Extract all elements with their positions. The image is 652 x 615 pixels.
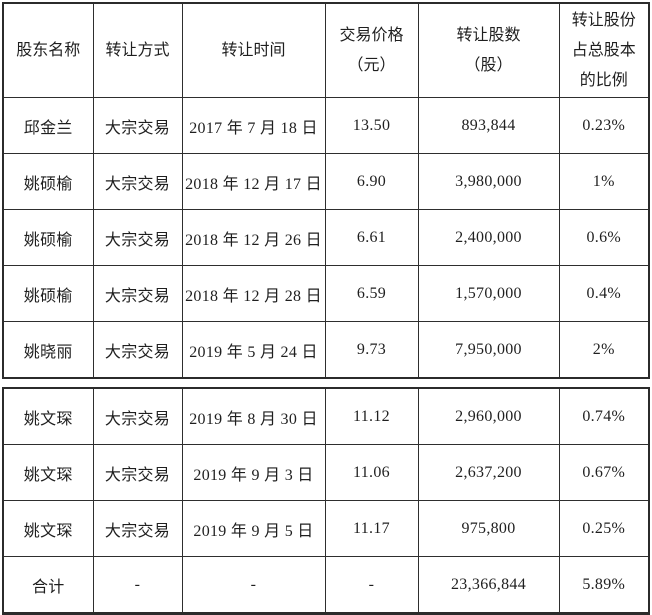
cell-ratio: 5.89% bbox=[558, 556, 650, 614]
cell-method: 大宗交易 bbox=[92, 97, 183, 154]
table-row: 邱金兰 大宗交易 2017 年 7 月 18 日 13.50 893,844 0… bbox=[2, 97, 650, 154]
cell-shares: 975,800 bbox=[417, 500, 560, 557]
table-row: 姚硕榆 大宗交易 2018 年 12 月 17 日 6.90 3,980,000… bbox=[2, 153, 650, 210]
table-row: 姚硕榆 大宗交易 2018 年 12 月 28 日 6.59 1,570,000… bbox=[2, 265, 650, 322]
cell-shareholder: 姚文琛 bbox=[2, 500, 94, 557]
cell-date: 2017 年 7 月 18 日 bbox=[181, 97, 326, 154]
cell-shares: 7,950,000 bbox=[417, 321, 560, 379]
cell-method: 大宗交易 bbox=[92, 444, 183, 501]
cell-shareholder: 姚文琛 bbox=[2, 387, 94, 445]
cell-method: 大宗交易 bbox=[92, 265, 183, 322]
table-row: 姚文琛 大宗交易 2019 年 9 月 3 日 11.06 2,637,200 … bbox=[2, 444, 650, 501]
cell-method: 大宗交易 bbox=[92, 153, 183, 210]
cell-date: 2018 年 12 月 28 日 bbox=[181, 265, 326, 322]
cell-ratio: 0.23% bbox=[558, 97, 650, 154]
cell-date: 2018 年 12 月 26 日 bbox=[181, 209, 326, 266]
header-row: 股东名称 转让方式 转让时间 交易价格 （元） 转让股数 （股） 转让股份 占总… bbox=[2, 2, 650, 98]
cell-shares: 2,960,000 bbox=[417, 387, 560, 445]
cell-ratio: 0.67% bbox=[558, 444, 650, 501]
cell-shareholder: 姚硕榆 bbox=[2, 209, 94, 266]
col-header-price: 交易价格 （元） bbox=[324, 2, 419, 98]
cell-shares: 2,637,200 bbox=[417, 444, 560, 501]
cell-ratio: 0.74% bbox=[558, 387, 650, 445]
cell-price: - bbox=[324, 556, 419, 614]
cell-shareholder: 合计 bbox=[2, 556, 94, 614]
cell-price: 6.59 bbox=[324, 265, 419, 322]
cell-method: 大宗交易 bbox=[92, 387, 183, 445]
table-row: 姚晓丽 大宗交易 2019 年 5 月 24 日 9.73 7,950,000 … bbox=[2, 321, 650, 379]
cell-shares: 893,844 bbox=[417, 97, 560, 154]
cell-shares: 1,570,000 bbox=[417, 265, 560, 322]
cell-price: 6.61 bbox=[324, 209, 419, 266]
cell-method: 大宗交易 bbox=[92, 500, 183, 557]
total-row: 合计 - - - 23,366,844 5.89% bbox=[2, 556, 650, 614]
cell-price: 11.12 bbox=[324, 387, 419, 445]
table-row: 姚文琛 大宗交易 2019 年 8 月 30 日 11.12 2,960,000… bbox=[2, 387, 650, 445]
cell-ratio: 2% bbox=[558, 321, 650, 379]
cell-shares: 2,400,000 bbox=[417, 209, 560, 266]
cell-date: 2019 年 9 月 3 日 bbox=[181, 444, 326, 501]
cell-shareholder: 姚文琛 bbox=[2, 444, 94, 501]
cell-method: 大宗交易 bbox=[92, 321, 183, 379]
cell-price: 9.73 bbox=[324, 321, 419, 379]
cell-method: 大宗交易 bbox=[92, 209, 183, 266]
cell-shareholder: 姚晓丽 bbox=[2, 321, 94, 379]
cell-price: 11.06 bbox=[324, 444, 419, 501]
cell-date: - bbox=[181, 556, 326, 614]
cell-shareholder: 邱金兰 bbox=[2, 97, 94, 154]
cell-ratio: 1% bbox=[558, 153, 650, 210]
share-transfer-table-upper: 股东名称 转让方式 转让时间 交易价格 （元） 转让股数 （股） 转让股份 占总… bbox=[2, 2, 650, 379]
cell-ratio: 0.4% bbox=[558, 265, 650, 322]
col-header-method: 转让方式 bbox=[92, 2, 183, 98]
col-header-ratio: 转让股份 占总股本 的比例 bbox=[558, 2, 650, 98]
cell-date: 2019 年 5 月 24 日 bbox=[181, 321, 326, 379]
cell-date: 2019 年 8 月 30 日 bbox=[181, 387, 326, 445]
cell-ratio: 0.6% bbox=[558, 209, 650, 266]
cell-method: - bbox=[92, 556, 183, 614]
col-header-shareholder: 股东名称 bbox=[2, 2, 94, 98]
cell-shareholder: 姚硕榆 bbox=[2, 265, 94, 322]
cell-shares: 23,366,844 bbox=[417, 556, 560, 614]
cell-price: 11.17 bbox=[324, 500, 419, 557]
cell-shares: 3,980,000 bbox=[417, 153, 560, 210]
col-header-date: 转让时间 bbox=[181, 2, 326, 98]
col-header-shares: 转让股数 （股） bbox=[417, 2, 560, 98]
cell-shareholder: 姚硕榆 bbox=[2, 153, 94, 210]
cell-date: 2019 年 9 月 5 日 bbox=[181, 500, 326, 557]
cell-ratio: 0.25% bbox=[558, 500, 650, 557]
cell-price: 6.90 bbox=[324, 153, 419, 210]
share-transfer-table-lower: 姚文琛 大宗交易 2019 年 8 月 30 日 11.12 2,960,000… bbox=[2, 387, 650, 615]
cell-date: 2018 年 12 月 17 日 bbox=[181, 153, 326, 210]
cell-price: 13.50 bbox=[324, 97, 419, 154]
table-row: 姚文琛 大宗交易 2019 年 9 月 5 日 11.17 975,800 0.… bbox=[2, 500, 650, 557]
table-row: 姚硕榆 大宗交易 2018 年 12 月 26 日 6.61 2,400,000… bbox=[2, 209, 650, 266]
